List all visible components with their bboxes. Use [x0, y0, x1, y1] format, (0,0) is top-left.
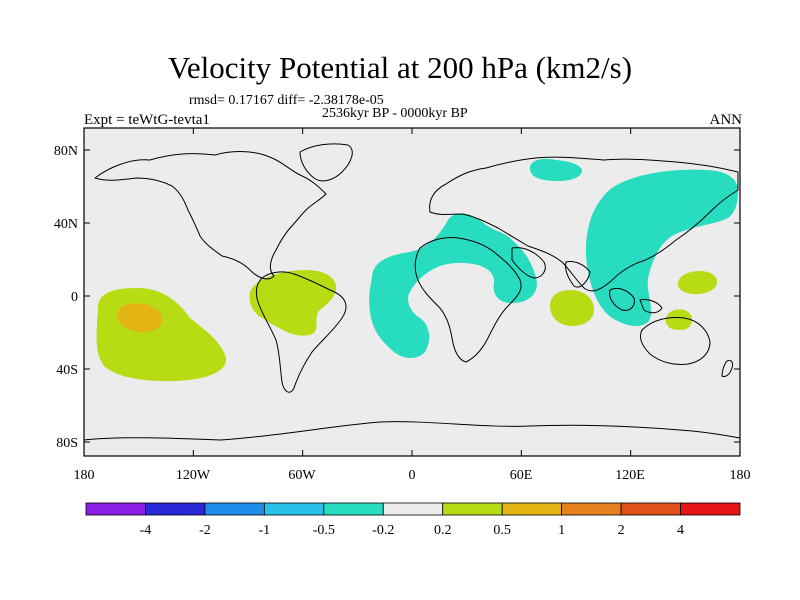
- positive-region-west-pacific: [678, 271, 718, 294]
- colorbar-swatch: [382, 502, 444, 516]
- coastline-australia: [639, 317, 711, 365]
- positive-region-indian-ocean: [550, 290, 594, 326]
- positive-region-australia: [665, 309, 692, 331]
- coastline-north-america: [94, 151, 327, 280]
- colorbar-swatch: [323, 502, 384, 516]
- colorbar-label-7: 0.5: [493, 523, 511, 538]
- lon-tick-120E: 120E: [615, 468, 645, 483]
- colorbar-label-2: -2: [199, 523, 211, 538]
- coastline-africa: [414, 237, 522, 363]
- colorbar-labels: -4 -2 -1 -0.5 -0.2 0.2 0.5 1 2 4: [140, 523, 684, 538]
- colorbar-label-9: 2: [618, 523, 625, 538]
- latitude-tick-labels: 80N 40N 0 40S 80S: [54, 144, 78, 451]
- colorbar: [85, 502, 741, 516]
- lon-tick-60W: 60W: [288, 468, 316, 483]
- coastline-southeast-asia: [609, 287, 663, 314]
- lat-tick-80S: 80S: [56, 436, 78, 451]
- stats-line: rmsd= 0.17167 diff= -2.38178e-05: [189, 93, 384, 108]
- colorbar-swatch: [263, 502, 325, 516]
- colorbar-swatch: [204, 502, 265, 516]
- coastline-antarctica: [83, 421, 741, 441]
- colorbar-swatch: [85, 502, 146, 516]
- strong-positive-region-pacific: [117, 303, 163, 333]
- axis-tick-marks: [83, 128, 741, 456]
- anomaly-contours: [96, 158, 738, 382]
- positive-region-south-america: [249, 270, 337, 336]
- lon-tick-120W: 120W: [176, 468, 211, 483]
- longitude-tick-labels: 180 120W 60W 0 60E 120E 180: [74, 468, 751, 483]
- colorbar-label-4: -0.5: [313, 523, 335, 538]
- period-label: 2536kyr BP - 0000kyr BP: [322, 106, 468, 121]
- colorbar-label-1: -4: [140, 523, 152, 538]
- colorbar-swatch: [145, 502, 206, 516]
- lat-tick-40N: 40N: [54, 217, 78, 232]
- lat-tick-40S: 40S: [56, 363, 78, 378]
- colorbar-swatch: [442, 502, 503, 516]
- lon-tick-180-left: 180: [74, 468, 95, 483]
- lat-tick-0: 0: [71, 290, 78, 305]
- lon-tick-0: 0: [409, 468, 416, 483]
- coastline-new-zealand: [721, 359, 733, 377]
- colorbar-swatch: [620, 502, 681, 516]
- colorbar-swatch: [501, 502, 563, 516]
- coastlines: [83, 143, 741, 441]
- lon-tick-180-right: 180: [730, 468, 751, 483]
- coastline-greenland: [299, 143, 353, 182]
- colorbar-label-10: 4: [677, 523, 684, 538]
- lat-tick-80N: 80N: [54, 144, 78, 159]
- colorbar-label-8: 1: [558, 523, 565, 538]
- map-title: Velocity Potential at 200 hPa (km2/s): [167, 50, 633, 85]
- negative-region-africa-atlantic: [369, 213, 537, 358]
- colorbar-swatch: [680, 502, 741, 516]
- colorbar-label-3: -1: [259, 523, 271, 538]
- coastline-arabia-india: [511, 247, 591, 288]
- negative-region-asia-pacific: [585, 169, 738, 327]
- negative-region-arctic: [530, 158, 582, 181]
- season-label: ANN: [709, 112, 743, 128]
- colorbar-label-5: -0.2: [372, 523, 394, 538]
- coastline-south-america: [255, 271, 347, 393]
- lon-tick-60E: 60E: [510, 468, 533, 483]
- experiment-label: Expt = teWtG-tevta1: [84, 112, 210, 128]
- colorbar-label-6: 0.2: [434, 523, 452, 538]
- colorbar-swatch: [561, 502, 622, 516]
- coastline-europe-asia: [429, 156, 739, 292]
